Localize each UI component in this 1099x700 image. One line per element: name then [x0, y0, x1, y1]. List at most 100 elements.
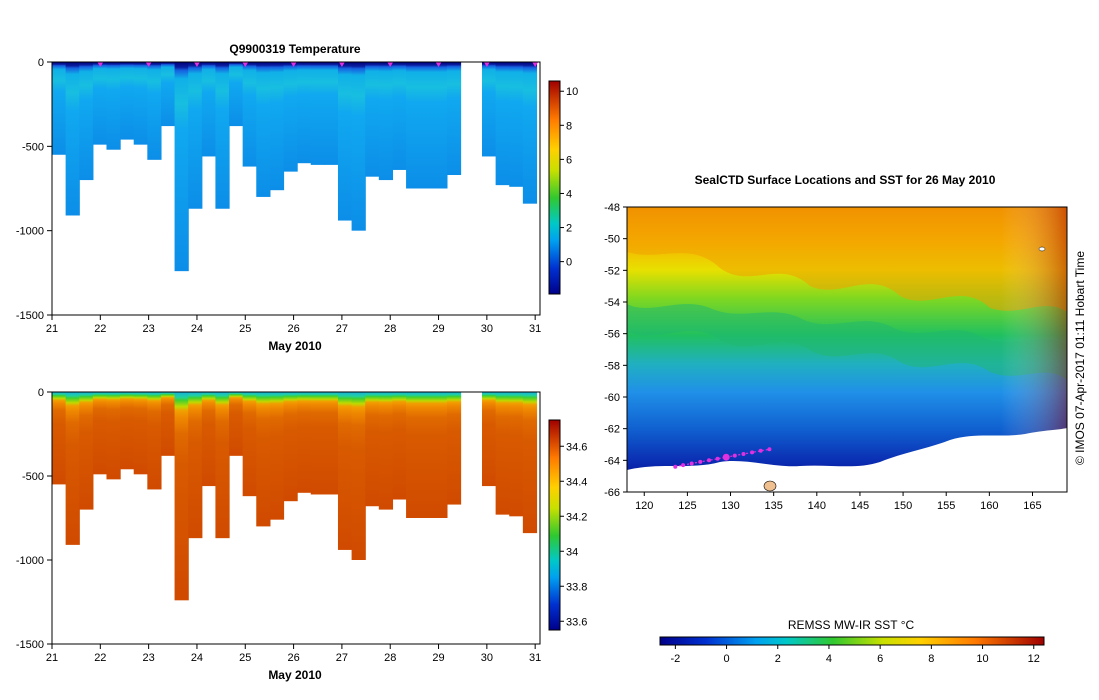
profile-column [79, 392, 94, 510]
salinity-plot-frame [51, 391, 541, 645]
colorbar-tick-label: 34 [566, 546, 578, 558]
x-tick-label: 30 [481, 652, 493, 664]
profile-column [92, 62, 108, 145]
y-tick-label: -500 [22, 141, 44, 153]
profile-column [52, 62, 67, 155]
lat-tick-label: -56 [604, 329, 620, 341]
profile-column [201, 62, 217, 157]
profile-column [120, 392, 135, 470]
temperature-colorbar-ticks: 10 8 6 4 2 0 [560, 86, 578, 269]
track-point [698, 459, 703, 464]
sst-map-panel: SealCTD Surface Locations and SST for 26… [604, 173, 1087, 665]
profile-column [522, 62, 538, 204]
lat-tick-label: -48 [604, 202, 620, 214]
track-point [722, 453, 730, 461]
salinity-panel: 0 -500 -1000 -1500 21 22 23 24 25 26 27 28 29 30 31 M… [16, 387, 588, 682]
temperature-y-axis: 0 -500 -1000 -1500 [16, 57, 52, 322]
profile-column [133, 392, 148, 475]
profile-column [495, 392, 510, 515]
track-point [767, 447, 772, 452]
surface-marker [193, 62, 200, 67]
profile-column [392, 62, 407, 170]
profile-column [337, 62, 353, 221]
profile-column [106, 62, 121, 150]
lat-tick-label: -66 [604, 487, 620, 499]
salinity-y-axis: 0 -500 -1000 -1500 [16, 387, 52, 651]
profile-column [419, 62, 434, 189]
lon-tick-label: 155 [937, 500, 955, 512]
profile-column [324, 392, 339, 495]
x-tick-label: 22 [94, 323, 106, 335]
lat-tick-label: -50 [604, 234, 620, 246]
lon-tick-label: 165 [1023, 500, 1041, 512]
lon-tick-label: 135 [764, 500, 782, 512]
profile-column [52, 392, 67, 485]
track-point [715, 456, 720, 461]
profile-column [242, 62, 257, 167]
x-tick-label: 25 [239, 652, 251, 664]
y-tick-label: -1000 [16, 226, 44, 238]
profile-column [509, 62, 524, 187]
profile-column [406, 62, 421, 189]
profile-column [446, 62, 462, 176]
sst-copyright-annotation: © IMOS 07-Apr-2017 01:11 Hobart Time [1073, 251, 1087, 465]
sst-colorbar-tick-label: 4 [826, 653, 832, 665]
profile-column [269, 392, 285, 520]
x-tick-label: 24 [191, 323, 203, 335]
surface-marker [387, 62, 394, 67]
x-tick-label: 22 [94, 652, 106, 664]
x-tick-label: 23 [143, 652, 155, 664]
profile-column [406, 392, 421, 518]
x-tick-label: 29 [432, 652, 444, 664]
profile-column [188, 392, 203, 539]
colorbar-tick-label: 4 [566, 188, 572, 200]
salinity-x-label: May 2010 [268, 668, 322, 682]
profile-column [133, 62, 148, 145]
profile-column [106, 392, 121, 480]
colorbar-tick-label: 33.8 [566, 581, 587, 593]
profile-column [283, 62, 298, 172]
colorbar-tick-label: 8 [566, 120, 572, 132]
x-tick-label: 27 [336, 652, 348, 664]
surface-marker [242, 62, 249, 67]
x-tick-label: 28 [384, 323, 396, 335]
colorbar-tick-label: 34.4 [566, 476, 587, 488]
lon-tick-label: 145 [851, 500, 869, 512]
profile-column [482, 392, 497, 487]
surface-marker [532, 62, 539, 67]
sst-colorbar-tick-label: 0 [723, 653, 729, 665]
profile-column [378, 392, 394, 510]
antarctic-ice [627, 428, 1067, 492]
profile-column [65, 392, 80, 545]
lat-tick-label: -58 [604, 360, 620, 372]
profile-column [160, 392, 176, 456]
track-point [689, 461, 694, 466]
temperature-x-label: May 2010 [268, 339, 322, 353]
profile-column [378, 62, 394, 181]
salinity-colorbar-ticks: 34.6 34.4 34.2 34 33.8 33.6 [560, 441, 587, 628]
seal-track [673, 447, 772, 469]
lon-tick-label: 125 [678, 500, 696, 512]
sst-latitude-axis: -48 -50 -52 -54 -56 -58 -60 -62 -64 -66 [604, 202, 627, 499]
colorbar-tick-label: 34.6 [566, 441, 587, 453]
lon-tick-label: 160 [980, 500, 998, 512]
x-tick-label: 23 [143, 323, 155, 335]
profile-column [522, 392, 538, 534]
sst-colorbar-tick-label: 6 [877, 653, 883, 665]
profile-column [433, 392, 448, 518]
colorbar-tick-label: 0 [566, 257, 572, 269]
temperature-plot-frame [51, 61, 541, 316]
x-tick-label: 28 [384, 652, 396, 664]
profile-column [160, 62, 176, 127]
profile-column [215, 62, 230, 209]
lat-tick-label: -60 [604, 392, 620, 404]
profile-column [242, 392, 257, 497]
track-point [741, 452, 746, 456]
lon-tick-label: 120 [635, 500, 653, 512]
colorbar-tick-label: 2 [566, 223, 572, 235]
surface-profile-markers [97, 62, 539, 67]
surface-marker [290, 62, 297, 67]
sst-colorbar-label: REMSS MW-IR SST °C [788, 618, 915, 632]
profile-column [79, 62, 94, 181]
